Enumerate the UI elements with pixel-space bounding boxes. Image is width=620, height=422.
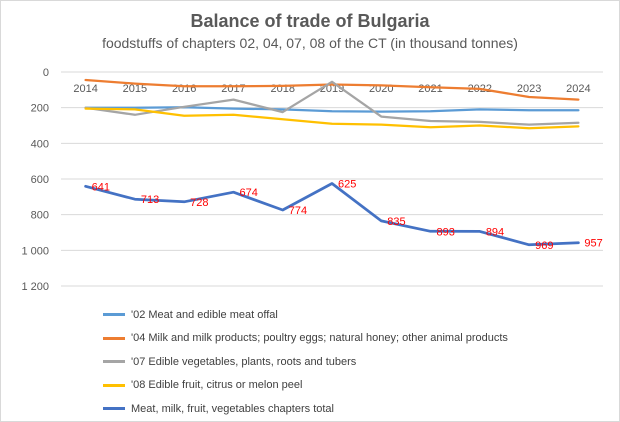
legend-label-0: '02 Meat and edible meat offal <box>131 308 278 321</box>
chart-subtitle: foodstuffs of chapters 02, 04, 07, 08 of… <box>102 35 518 51</box>
x-tick-label-3: 2017 <box>221 83 245 95</box>
legend-item-2: '07 Edible vegetables, plants, roots and… <box>103 350 603 374</box>
legend-swatch-0 <box>103 313 125 317</box>
y-tick-label-3: 600 <box>31 174 49 186</box>
series-line-1 <box>84 78 580 101</box>
x-tick-label-1: 2015 <box>123 83 147 95</box>
legend-swatch-3 <box>103 383 125 387</box>
data-label-0: 641 <box>92 181 110 193</box>
x-tick-label-0: 2014 <box>73 83 97 95</box>
legend-swatch-2 <box>103 360 125 364</box>
y-tick-label-6: 1 200 <box>21 281 49 293</box>
data-label-3: 674 <box>239 187 257 199</box>
data-label-1: 713 <box>141 194 159 206</box>
series-line-2 <box>84 80 580 126</box>
series-line-3 <box>84 107 580 130</box>
data-label-8: 894 <box>486 226 504 238</box>
legend-item-3: '08 Edible fruit, citrus or melon peel <box>103 374 603 398</box>
legend-item-0: '02 Meat and edible meat offal <box>103 303 603 327</box>
legend-label-1: '04 Milk and milk products; poultry eggs… <box>131 332 508 345</box>
legend: '02 Meat and edible meat offal '04 Milk a… <box>103 303 603 421</box>
data-label-2: 728 <box>190 197 208 209</box>
legend-swatch-4 <box>103 407 125 411</box>
chart-title: Balance of trade of Bulgaria <box>190 11 430 31</box>
y-tick-label-1: 200 <box>31 103 49 115</box>
legend-item-4: Meat, milk, fruit, vegetables chapters t… <box>103 397 603 421</box>
y-tick-label-0: 0 <box>43 67 49 79</box>
legend-item-1: '04 Milk and milk products; poultry eggs… <box>103 327 603 351</box>
series-line-4 <box>84 182 580 247</box>
x-tick-label-9: 2023 <box>517 83 541 95</box>
x-tick-label-10: 2024 <box>566 83 590 95</box>
x-tick-label-7: 2021 <box>418 83 442 95</box>
legend-swatch-1 <box>103 336 125 340</box>
data-label-4: 774 <box>289 205 307 217</box>
y-tick-label-2: 400 <box>31 138 49 150</box>
data-label-9: 969 <box>535 240 553 252</box>
legend-label-2: '07 Edible vegetables, plants, roots and… <box>131 355 357 368</box>
legend-label-4: Meat, milk, fruit, vegetables chapters t… <box>131 402 334 415</box>
data-label-10: 957 <box>584 238 602 250</box>
data-label-7: 893 <box>437 226 455 238</box>
data-label-5: 625 <box>338 178 356 190</box>
y-tick-label-4: 800 <box>31 210 49 222</box>
legend-label-3: '08 Edible fruit, citrus or melon peel <box>131 379 303 392</box>
series-line-0 <box>84 106 580 113</box>
y-tick-label-5: 1 000 <box>21 245 49 257</box>
data-label-6: 835 <box>387 216 405 228</box>
